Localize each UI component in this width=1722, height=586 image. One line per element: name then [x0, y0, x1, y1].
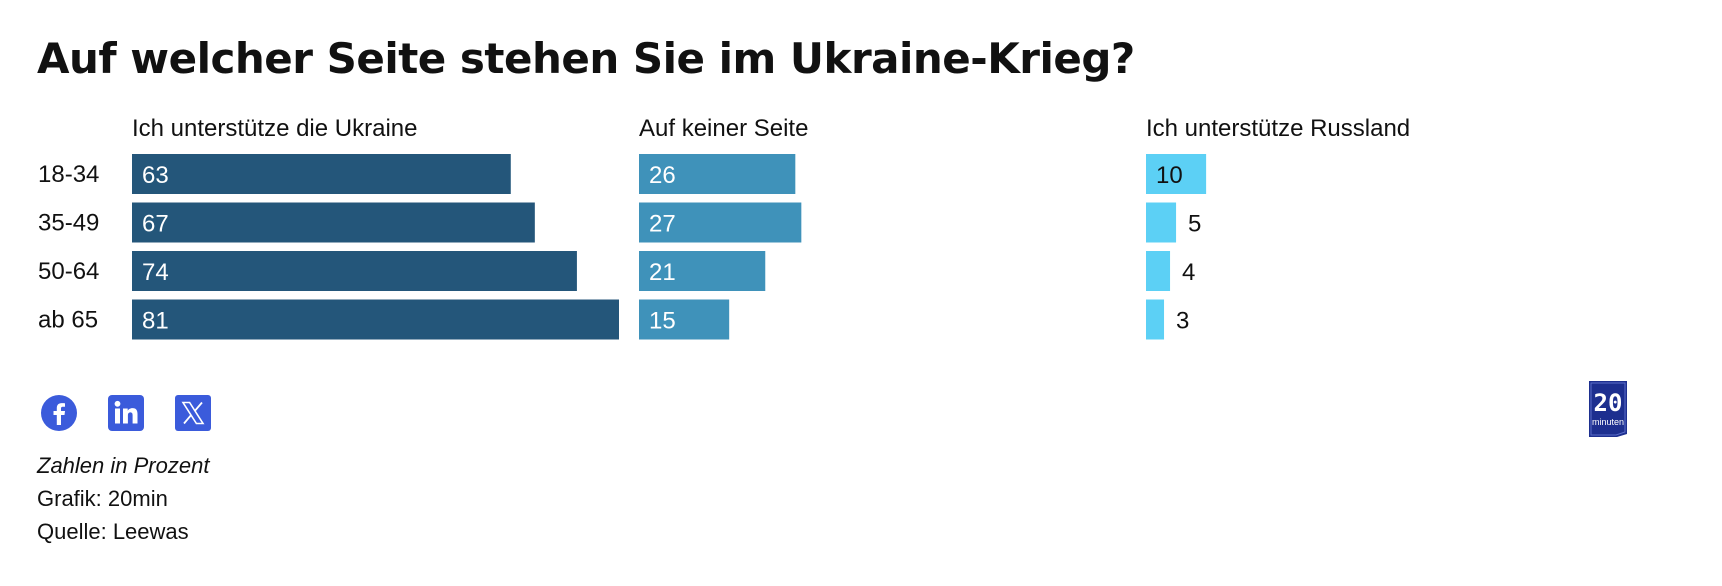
- graphic-credit: Grafik: 20min: [37, 486, 168, 511]
- series-header: Auf keiner Seite: [639, 115, 808, 142]
- category-label: 18-34: [38, 161, 99, 188]
- bar: [1146, 299, 1165, 340]
- linkedin-icon[interactable]: [107, 394, 145, 432]
- data-label: 26: [649, 162, 676, 189]
- series-header: Ich unterstütze Russland: [1146, 115, 1410, 142]
- data-label: 81: [142, 308, 169, 335]
- bar: [639, 154, 796, 194]
- series-header: Ich unterstütze die Ukraine: [132, 115, 417, 142]
- x-icon[interactable]: [174, 394, 212, 432]
- bar: [1146, 202, 1177, 243]
- data-label: 3: [1176, 308, 1189, 335]
- social-share-bar: [40, 394, 212, 432]
- bar: [132, 299, 619, 340]
- svg-text:20: 20: [1594, 389, 1623, 417]
- data-label: 21: [649, 259, 676, 286]
- data-label: 5: [1188, 211, 1201, 238]
- data-label: 27: [649, 211, 676, 238]
- category-label: ab 65: [38, 307, 98, 334]
- bar: [132, 251, 577, 291]
- data-label: 4: [1182, 259, 1195, 286]
- svg-text:minuten: minuten: [1592, 417, 1624, 427]
- bar: [1146, 251, 1171, 291]
- chart-title: Auf welcher Seite stehen Sie im Ukraine-…: [37, 34, 1135, 83]
- data-label: 63: [142, 162, 169, 189]
- bar: [639, 202, 802, 243]
- bar: [639, 299, 730, 340]
- bar: [132, 154, 511, 194]
- facebook-icon[interactable]: [40, 394, 78, 432]
- bar: [132, 202, 535, 243]
- data-label: 67: [142, 211, 169, 238]
- 20-minuten-logo: 20 minuten: [1589, 381, 1627, 437]
- data-label: 15: [649, 308, 676, 335]
- bar: [639, 251, 766, 291]
- chart-notes: Zahlen in Prozent Grafik: 20min Quelle: …: [37, 449, 209, 548]
- bar: [1146, 154, 1207, 194]
- category-label: 35-49: [38, 210, 99, 237]
- bar-chart: Ich unterstütze die Ukraine Auf keiner Se…: [38, 115, 1410, 340]
- data-label: 10: [1156, 162, 1183, 189]
- data-label: 74: [142, 259, 169, 286]
- source-credit: Quelle: Leewas: [37, 519, 189, 544]
- unit-note: Zahlen in Prozent: [37, 453, 210, 478]
- category-label: 50-64: [38, 258, 99, 285]
